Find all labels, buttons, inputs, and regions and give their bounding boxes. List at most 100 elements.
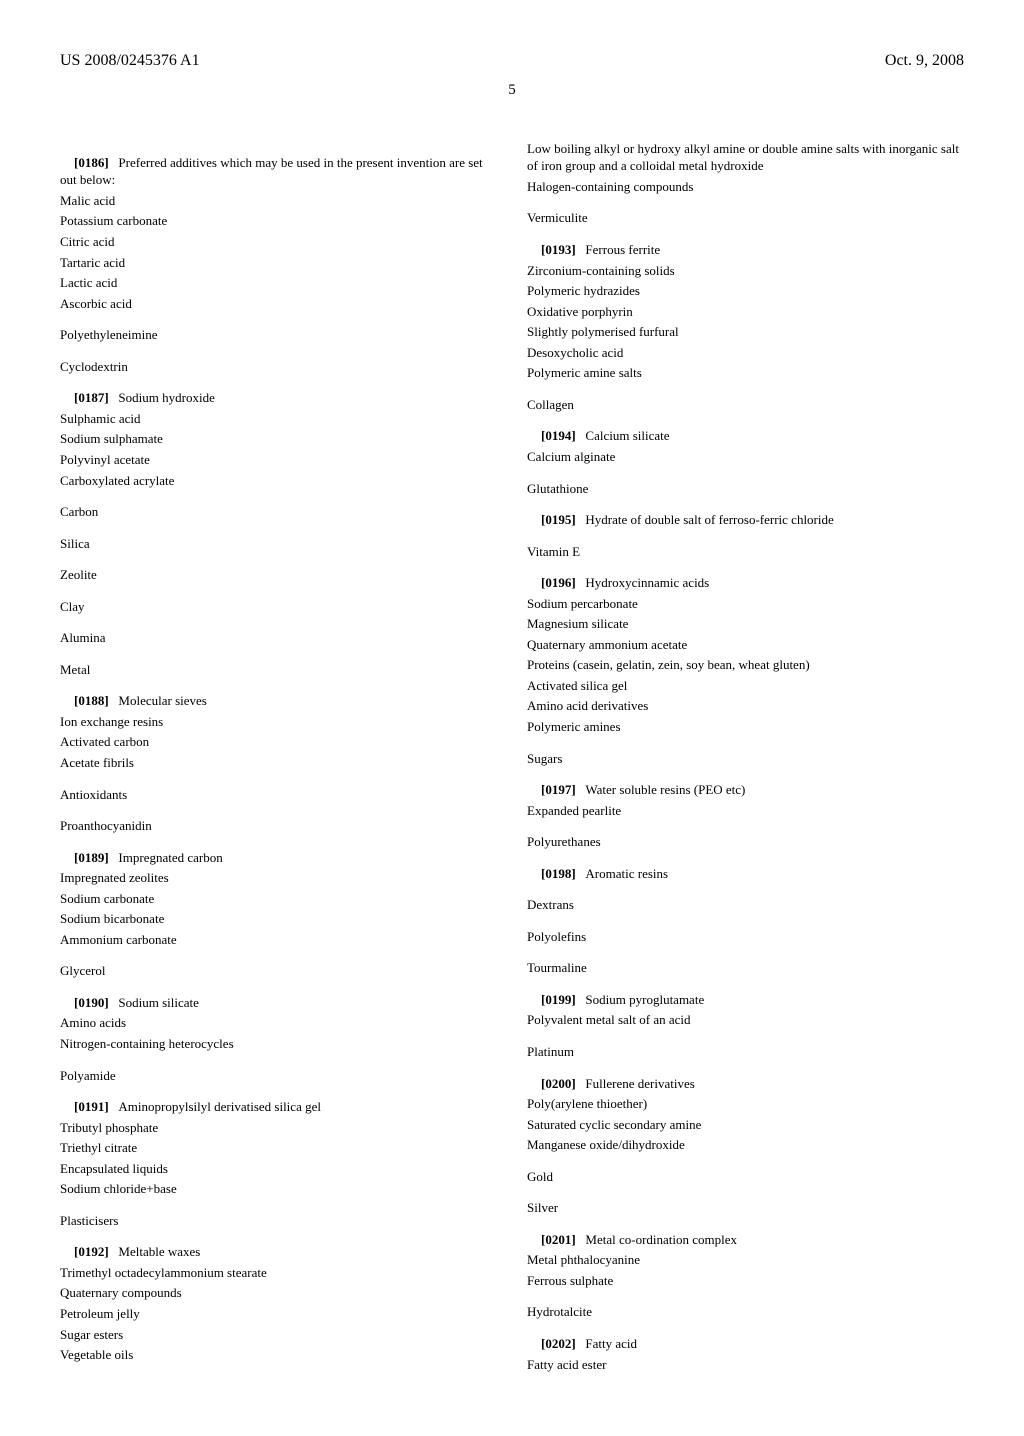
body-line: Polymeric amines xyxy=(527,718,964,736)
numbered-paragraph: [0187] Sodium hydroxide xyxy=(60,389,497,407)
numbered-paragraph: [0192] Meltable waxes xyxy=(60,1243,497,1261)
numbered-paragraph: [0190] Sodium silicate xyxy=(60,994,497,1012)
numbered-paragraph: [0197] Water soluble resins (PEO etc) xyxy=(527,781,964,799)
body-line: Amino acids xyxy=(60,1014,497,1032)
section-heading: Zeolite xyxy=(60,566,497,584)
body-line: Zirconium-containing solids xyxy=(527,262,964,280)
section-heading: Polyolefins xyxy=(527,928,964,946)
body-line: Ammonium carbonate xyxy=(60,931,497,949)
body-line: Impregnated zeolites xyxy=(60,869,497,887)
body-line: Sodium percarbonate xyxy=(527,595,964,613)
body-line: Sodium sulphamate xyxy=(60,430,497,448)
section-heading: Alumina xyxy=(60,629,497,647)
section-heading: Polyurethanes xyxy=(527,833,964,851)
body-line: Polyvinyl acetate xyxy=(60,451,497,469)
body-line: Activated silica gel xyxy=(527,677,964,695)
body-line: Sulphamic acid xyxy=(60,410,497,428)
paragraph-number: [0194] xyxy=(541,428,576,443)
paragraph-number: [0188] xyxy=(74,693,109,708)
section-heading: Proanthocyanidin xyxy=(60,817,497,835)
body-line: Tartaric acid xyxy=(60,254,497,272)
numbered-paragraph: [0193] Ferrous ferrite xyxy=(527,241,964,259)
section-heading: Glycerol xyxy=(60,962,497,980)
body-line: Carboxylated acrylate xyxy=(60,472,497,490)
section-heading: Glutathione xyxy=(527,480,964,498)
body-line: Lactic acid xyxy=(60,274,497,292)
paragraph-number: [0199] xyxy=(541,992,576,1007)
paragraph-number: [0197] xyxy=(541,782,576,797)
body-line: Proteins (casein, gelatin, zein, soy bea… xyxy=(527,656,964,674)
body-line: Manganese oxide/dihydroxide xyxy=(527,1136,964,1154)
body-line: Saturated cyclic secondary amine xyxy=(527,1116,964,1134)
page-header: US 2008/0245376 A1 Oct. 9, 2008 xyxy=(60,50,964,72)
left-column: [0186] Preferred additives which may be … xyxy=(60,140,497,1376)
section-heading: Metal xyxy=(60,661,497,679)
body-line: Nitrogen-containing heterocycles xyxy=(60,1035,497,1053)
section-heading: Clay xyxy=(60,598,497,616)
body-line: Polymeric hydrazides xyxy=(527,282,964,300)
paragraph-number: [0202] xyxy=(541,1336,576,1351)
body-line: Slightly polymerised furfural xyxy=(527,323,964,341)
publication-date: Oct. 9, 2008 xyxy=(885,50,964,72)
body-line: Malic acid xyxy=(60,192,497,210)
section-heading: Cyclodextrin xyxy=(60,358,497,376)
numbered-paragraph: [0200] Fullerene derivatives xyxy=(527,1075,964,1093)
body-line: Encapsulated liquids xyxy=(60,1160,497,1178)
paragraph-number: [0192] xyxy=(74,1244,109,1259)
body-line: Polyvalent metal salt of an acid xyxy=(527,1011,964,1029)
body-line: Trimethyl octadecylammonium stearate xyxy=(60,1264,497,1282)
body-line: Quaternary ammonium acetate xyxy=(527,636,964,654)
numbered-paragraph: [0195] Hydrate of double salt of ferroso… xyxy=(527,511,964,529)
section-heading: Tourmaline xyxy=(527,959,964,977)
section-heading: Antioxidants xyxy=(60,786,497,804)
body-line: Magnesium silicate xyxy=(527,615,964,633)
section-heading: Polyethyleneimine xyxy=(60,326,497,344)
body-line: Amino acid derivatives xyxy=(527,697,964,715)
numbered-paragraph: [0189] Impregnated carbon xyxy=(60,849,497,867)
section-heading: Hydrotalcite xyxy=(527,1303,964,1321)
numbered-paragraph: [0194] Calcium silicate xyxy=(527,427,964,445)
paragraph-number: [0201] xyxy=(541,1232,576,1247)
numbered-paragraph: [0196] Hydroxycinnamic acids xyxy=(527,574,964,592)
right-column: Low boiling alkyl or hydroxy alkyl amine… xyxy=(527,140,964,1376)
body-line: Poly(arylene thioether) xyxy=(527,1095,964,1113)
body-line: Fatty acid ester xyxy=(527,1356,964,1374)
body-line: Vegetable oils xyxy=(60,1346,497,1364)
section-heading: Vitamin E xyxy=(527,543,964,561)
body-line: Sodium bicarbonate xyxy=(60,910,497,928)
page-number: 5 xyxy=(60,80,964,100)
body-line: Activated carbon xyxy=(60,733,497,751)
body-line: Tributyl phosphate xyxy=(60,1119,497,1137)
paragraph-number: [0193] xyxy=(541,242,576,257)
section-heading: Carbon xyxy=(60,503,497,521)
section-heading: Platinum xyxy=(527,1043,964,1061)
numbered-paragraph: [0202] Fatty acid xyxy=(527,1335,964,1353)
body-line: Metal phthalocyanine xyxy=(527,1251,964,1269)
body-line: Oxidative porphyrin xyxy=(527,303,964,321)
body-line: Triethyl citrate xyxy=(60,1139,497,1157)
body-line: Halogen-containing compounds xyxy=(527,178,964,196)
section-heading: Dextrans xyxy=(527,896,964,914)
body-line: Sodium chloride+base xyxy=(60,1180,497,1198)
body-line: Sodium carbonate xyxy=(60,890,497,908)
body-line: Calcium alginate xyxy=(527,448,964,466)
body-line: Expanded pearlite xyxy=(527,802,964,820)
numbered-paragraph: [0198] Aromatic resins xyxy=(527,865,964,883)
paragraph-number: [0190] xyxy=(74,995,109,1010)
section-heading: Silica xyxy=(60,535,497,553)
paragraph-number: [0191] xyxy=(74,1099,109,1114)
section-heading: Silver xyxy=(527,1199,964,1217)
section-heading: Sugars xyxy=(527,750,964,768)
publication-number: US 2008/0245376 A1 xyxy=(60,50,200,72)
body-line: Sugar esters xyxy=(60,1326,497,1344)
section-heading: Plasticisers xyxy=(60,1212,497,1230)
body-line: Potassium carbonate xyxy=(60,212,497,230)
paragraph-number: [0186] xyxy=(74,155,109,170)
body-line: Citric acid xyxy=(60,233,497,251)
paragraph-number: [0189] xyxy=(74,850,109,865)
numbered-paragraph: [0199] Sodium pyroglutamate xyxy=(527,991,964,1009)
body-line: Quaternary compounds xyxy=(60,1284,497,1302)
body-line: Polymeric amine salts xyxy=(527,364,964,382)
numbered-paragraph: [0186] Preferred additives which may be … xyxy=(60,154,497,189)
paragraph-number: [0200] xyxy=(541,1076,576,1091)
